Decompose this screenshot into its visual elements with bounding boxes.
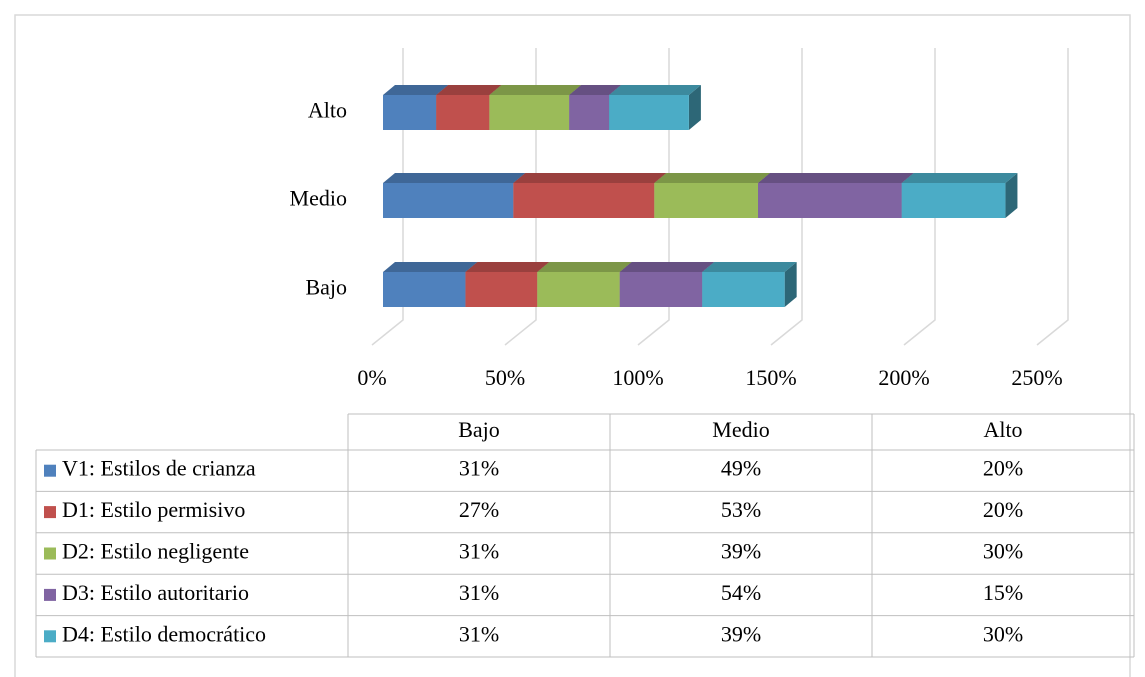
legend-label: D4: Estilo democrático bbox=[62, 621, 266, 646]
grid-line bbox=[371, 48, 404, 346]
bar bbox=[383, 183, 514, 218]
bar-top bbox=[901, 173, 1018, 183]
grid-line bbox=[770, 48, 803, 346]
legend-label: V1: Estilos de crianza bbox=[62, 456, 256, 481]
legend-label: D2: Estilo negligente bbox=[62, 539, 249, 564]
bar-top bbox=[383, 262, 478, 272]
table-cell: 39% bbox=[721, 621, 761, 646]
bar bbox=[489, 95, 570, 130]
table-cell: 31% bbox=[459, 621, 499, 646]
table-cell: 31% bbox=[459, 456, 499, 481]
legend-swatch bbox=[44, 630, 56, 643]
grid-line bbox=[903, 48, 936, 346]
bar bbox=[436, 95, 490, 130]
bar-top bbox=[654, 173, 771, 183]
table-cell: 31% bbox=[459, 580, 499, 605]
bar bbox=[758, 183, 902, 218]
bar-top bbox=[513, 173, 667, 183]
table-cell: 53% bbox=[721, 497, 761, 522]
bar bbox=[901, 183, 1006, 218]
x-tick-label: 250% bbox=[1011, 365, 1062, 390]
bar-side bbox=[784, 262, 797, 307]
table-header: Alto bbox=[983, 417, 1022, 442]
bar bbox=[702, 272, 785, 307]
x-tick-label: 50% bbox=[485, 365, 525, 390]
grid-line bbox=[1036, 48, 1069, 346]
bar-top bbox=[436, 85, 502, 95]
bar-top bbox=[702, 262, 797, 272]
x-tick-label: 0% bbox=[357, 365, 386, 390]
bar-side bbox=[1005, 173, 1018, 218]
bar-side bbox=[688, 85, 701, 130]
chart-border bbox=[14, 14, 1131, 677]
bar-top bbox=[465, 262, 550, 272]
grid-line bbox=[637, 48, 670, 346]
bar bbox=[537, 272, 620, 307]
bar bbox=[609, 95, 689, 130]
table-cell: 15% bbox=[983, 580, 1023, 605]
table-cell: 49% bbox=[721, 456, 761, 481]
table-cell: 20% bbox=[983, 497, 1023, 522]
y-tick-label: Medio bbox=[290, 186, 347, 211]
legend-swatch bbox=[44, 547, 56, 560]
bar-top bbox=[569, 85, 622, 95]
legend-label: D1: Estilo permisivo bbox=[62, 497, 245, 522]
bar-top bbox=[758, 173, 914, 183]
bar-top bbox=[537, 262, 632, 272]
x-tick-label: 150% bbox=[745, 365, 796, 390]
table-cell: 31% bbox=[459, 539, 499, 564]
bar bbox=[513, 183, 655, 218]
bar-top bbox=[383, 173, 526, 183]
legend-label: D3: Estilo autoritario bbox=[62, 580, 249, 605]
bar bbox=[383, 95, 437, 130]
bar-top bbox=[609, 85, 701, 95]
x-tick-label: 100% bbox=[612, 365, 663, 390]
bar-top bbox=[619, 262, 715, 272]
bar bbox=[654, 183, 759, 218]
y-tick-label: Bajo bbox=[305, 275, 347, 300]
table-cell: 54% bbox=[721, 580, 761, 605]
bar bbox=[383, 272, 466, 307]
legend-swatch bbox=[44, 506, 56, 519]
table-cell: 30% bbox=[983, 539, 1023, 564]
bar bbox=[619, 272, 703, 307]
legend-swatch bbox=[44, 464, 56, 477]
table-cell: 39% bbox=[721, 539, 761, 564]
table-cell: 30% bbox=[983, 621, 1023, 646]
legend-swatch bbox=[44, 588, 56, 601]
table-header: Bajo bbox=[458, 417, 500, 442]
table-cell: 27% bbox=[459, 497, 499, 522]
grid-line bbox=[504, 48, 537, 346]
bar-top bbox=[489, 85, 582, 95]
x-tick-label: 200% bbox=[878, 365, 929, 390]
table-header: Medio bbox=[712, 417, 769, 442]
y-tick-label: Alto bbox=[308, 98, 347, 123]
bar-top bbox=[383, 85, 449, 95]
bar bbox=[569, 95, 610, 130]
bar bbox=[465, 272, 538, 307]
table-cell: 20% bbox=[983, 456, 1023, 481]
